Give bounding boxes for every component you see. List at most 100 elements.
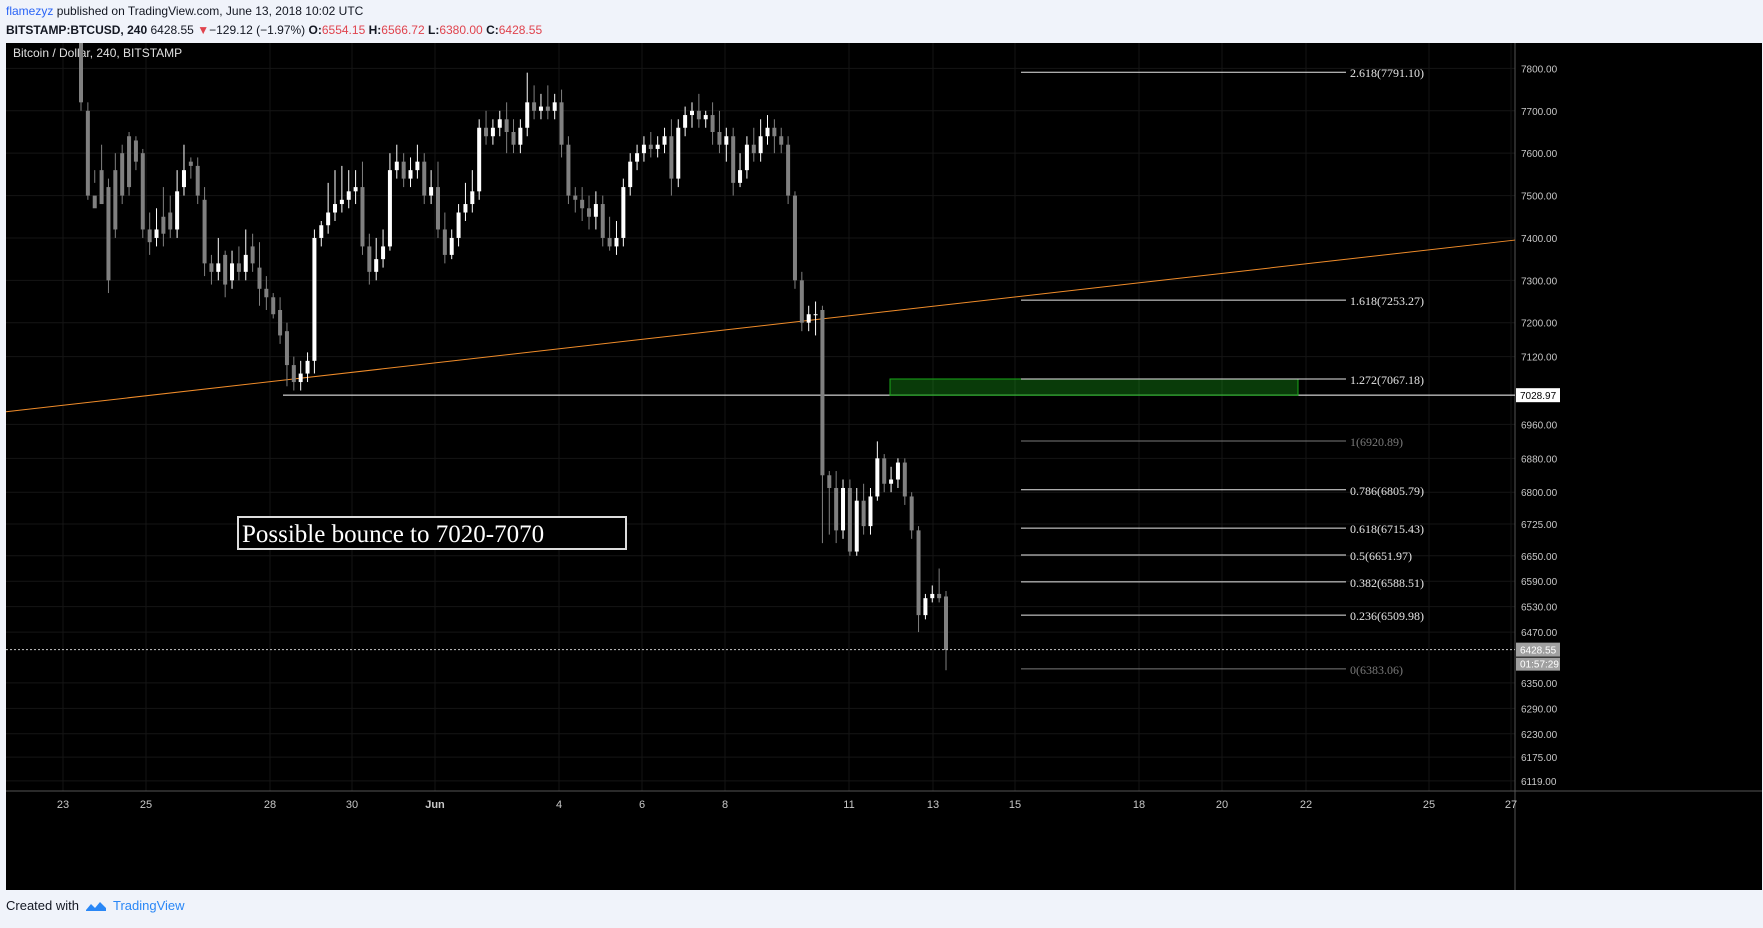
- candle-body: [552, 102, 557, 111]
- y-tick-label: 7400.00: [1521, 234, 1558, 245]
- candle-body: [442, 229, 447, 255]
- trendline: [6, 239, 1516, 413]
- y-tick-label: 6650.00: [1521, 552, 1558, 563]
- candle-body: [230, 263, 235, 281]
- open-value: 6554.15: [321, 23, 366, 37]
- y-tick-label: 7800.00: [1521, 64, 1558, 75]
- author-name[interactable]: flamezyz: [6, 4, 54, 18]
- publish-header: flamezyz published on TradingView.com, J…: [6, 3, 542, 38]
- candle-body: [291, 365, 296, 383]
- candle-body: [944, 596, 948, 650]
- candle-body: [916, 530, 921, 616]
- candle-body: [113, 170, 118, 230]
- x-tick-label: 18: [1133, 799, 1145, 811]
- candle-body: [827, 475, 832, 488]
- candle-body: [120, 153, 125, 196]
- x-tick-label: Jun: [425, 799, 445, 811]
- candle-body: [532, 102, 537, 111]
- candle-body: [374, 259, 379, 272]
- candle-body: [847, 487, 852, 552]
- x-tick-label: 11: [843, 799, 854, 811]
- candle-body: [449, 237, 454, 255]
- candle-body: [312, 237, 317, 361]
- candle-body: [696, 110, 701, 120]
- candle-body: [284, 331, 289, 366]
- support-price-tag: [1516, 388, 1560, 403]
- candle-body: [422, 161, 427, 196]
- symbol-label: BITSTAMP:BTCUSD, 240: [6, 23, 148, 37]
- candle-body: [882, 458, 887, 484]
- fib-level-label: 0.786(6805.79): [1350, 484, 1424, 498]
- candle-body: [834, 487, 839, 531]
- candle-body: [394, 161, 399, 171]
- candle-body: [765, 127, 770, 137]
- candle-body: [751, 144, 756, 154]
- tradingview-link[interactable]: TradingView: [112, 898, 185, 913]
- x-tick-label: 15: [1009, 799, 1021, 811]
- candle-body: [435, 187, 440, 230]
- candle-body: [820, 309, 825, 476]
- x-tick-label: 27: [1505, 799, 1517, 811]
- candle-body: [710, 115, 715, 132]
- candle-body: [353, 187, 358, 192]
- chart-area[interactable]: 7800.00 7700.00 7600.00 7500.00 7400.00 7300.…: [6, 43, 1762, 890]
- candle-body: [175, 191, 180, 230]
- last-price-tag: [1516, 642, 1560, 657]
- candle-body: [477, 127, 482, 192]
- candle-body: [779, 136, 784, 145]
- y-tick-label: 7300.00: [1521, 276, 1558, 287]
- candle-body: [889, 479, 894, 484]
- candle-body: [573, 195, 578, 200]
- candle-body: [621, 187, 626, 238]
- last-price: 6428.55: [150, 23, 194, 37]
- candle-body: [538, 106, 543, 111]
- candle-body: [655, 144, 660, 149]
- last-price-label: 6428.55: [1520, 646, 1557, 657]
- y-tick-label: 7500.00: [1521, 192, 1558, 203]
- candle-body: [147, 229, 152, 243]
- candle-body: [600, 204, 605, 238]
- y-tick-label: 7120.00: [1521, 353, 1558, 364]
- y-tick-label: 6119.00: [1521, 777, 1557, 788]
- candle-body: [223, 254, 228, 285]
- candle-body: [841, 487, 846, 531]
- candle-body: [202, 199, 207, 264]
- symbol-ohlc-line: BITSTAMP:BTCUSD, 240 6428.55 ▼−129.12 (−…: [6, 22, 542, 38]
- candle-body: [168, 212, 173, 230]
- high-value: 6566.72: [381, 23, 425, 37]
- candle-body: [381, 246, 386, 260]
- y-tick-label: 6290.00: [1521, 704, 1558, 715]
- x-tick-label: 20: [1216, 799, 1228, 811]
- candle-body: [264, 288, 269, 298]
- candle-body: [456, 212, 461, 238]
- candle-body: [689, 110, 694, 116]
- candle-body: [662, 136, 667, 145]
- candle-body: [580, 199, 585, 209]
- fib-level-label: 0.618(6715.43): [1350, 522, 1424, 536]
- candle-body: [92, 195, 97, 209]
- candle-body: [484, 127, 489, 137]
- x-tick-label: 13: [927, 799, 939, 811]
- y-tick-label: 6725.00: [1521, 520, 1558, 531]
- candle-body: [792, 195, 797, 281]
- candle-body: [648, 144, 653, 149]
- candle-body: [724, 136, 729, 145]
- candle-body: [854, 500, 859, 552]
- y-tick-label: 6350.00: [1521, 679, 1558, 690]
- y-tick-label: 6800.00: [1521, 488, 1558, 499]
- close-label: C:: [486, 23, 499, 37]
- candle-body: [587, 208, 592, 217]
- countdown-tag: [1516, 657, 1560, 671]
- candle-body: [607, 237, 612, 247]
- candle-body: [305, 360, 310, 374]
- price-chart[interactable]: 7800.00 7700.00 7600.00 7500.00 7400.00 7300.…: [6, 43, 1762, 890]
- publish-info: published on TradingView.com, June 13, 2…: [56, 4, 364, 18]
- candle-body: [930, 593, 935, 599]
- low-label: L:: [428, 23, 440, 37]
- candle-body: [731, 136, 736, 183]
- candle-body: [868, 496, 873, 527]
- candle-body: [909, 496, 914, 531]
- fib-level-label: 2.618(7791.10): [1350, 66, 1424, 80]
- candle-body: [250, 246, 255, 264]
- fib-level-label: 0.236(6509.98): [1350, 609, 1424, 623]
